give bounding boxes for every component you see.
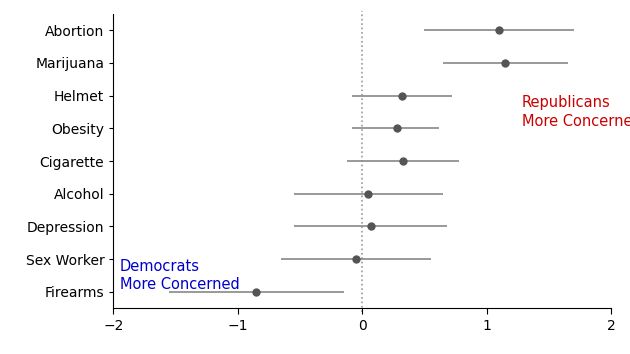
- Text: Republicans
More Concerned: Republicans More Concerned: [522, 95, 630, 129]
- Text: Democrats
More Concerned: Democrats More Concerned: [120, 259, 239, 292]
